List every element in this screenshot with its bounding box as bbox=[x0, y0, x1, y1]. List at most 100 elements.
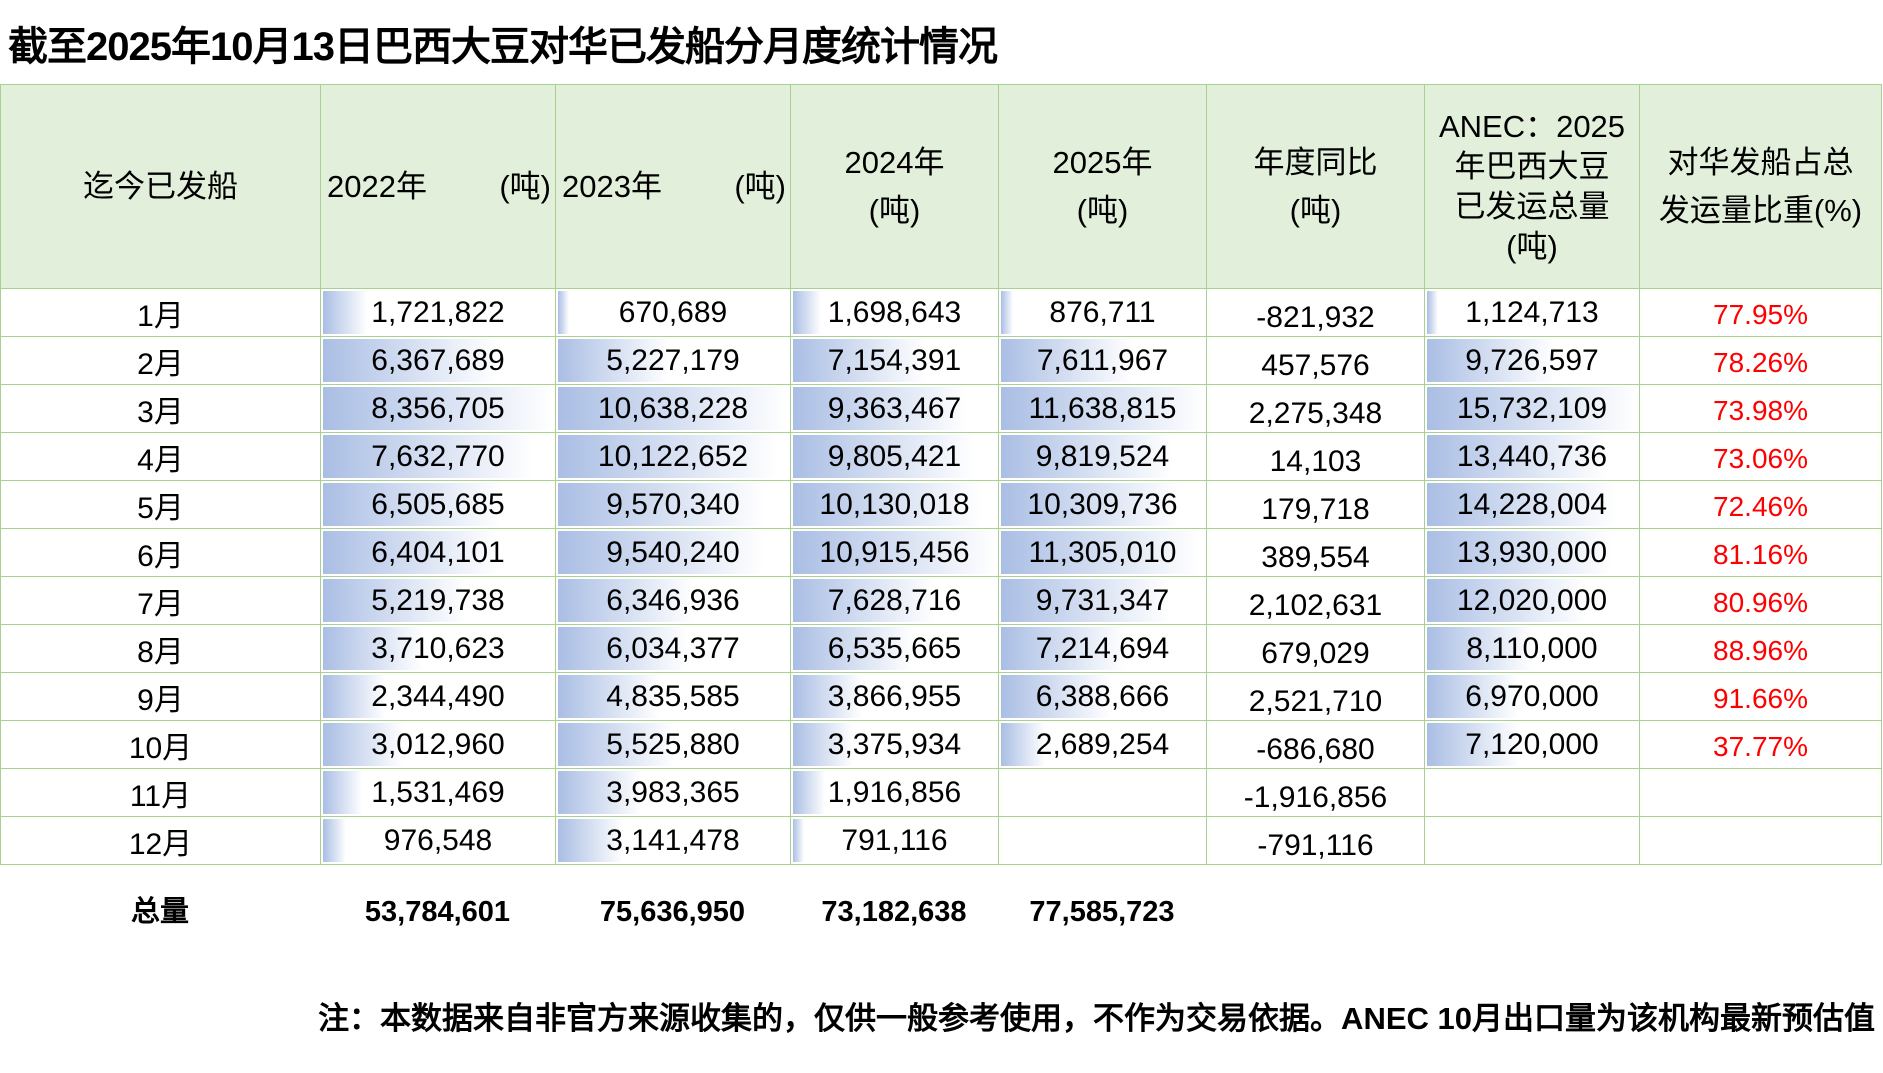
cell-y2023: 6,034,377 bbox=[555, 624, 791, 673]
header-anec-line: (吨) bbox=[1506, 228, 1558, 264]
header-anec-line: 年巴西大豆 bbox=[1454, 148, 1610, 184]
cell-value: 73.06% bbox=[1713, 442, 1808, 474]
cell-value: 5,525,880 bbox=[606, 727, 740, 761]
cell-month: 10月 bbox=[0, 720, 321, 769]
cell-y2023: 670,689 bbox=[555, 288, 791, 337]
data-bar bbox=[558, 723, 676, 766]
cell-value: -1,916,856 bbox=[1243, 780, 1388, 814]
data-bar bbox=[1427, 291, 1439, 334]
cell-value: 7,154,391 bbox=[827, 343, 962, 377]
cell-y2023: 6,346,936 bbox=[555, 576, 791, 625]
cell-month: 1月 bbox=[0, 288, 321, 337]
cell-value: 77.95% bbox=[1713, 298, 1808, 330]
cell-y2023: 5,227,179 bbox=[555, 336, 791, 385]
header-pct-line: 发运量比重(%) bbox=[1658, 192, 1863, 228]
data-bar bbox=[1427, 627, 1534, 670]
cell-value: 10,130,018 bbox=[819, 487, 970, 521]
table-row: 9月 2,344,490 4,835,585 3,866,955 6,388,666 2,… bbox=[0, 672, 1882, 721]
cell-pct: 80.96% bbox=[1639, 576, 1882, 625]
cell-month: 12月 bbox=[0, 816, 321, 865]
cell-value: 13,930,000 bbox=[1456, 535, 1608, 569]
data-bar bbox=[558, 579, 694, 622]
cell-y2022: 8,356,705 bbox=[320, 384, 556, 433]
data-bar bbox=[1427, 675, 1518, 718]
data-bar bbox=[1001, 579, 1171, 622]
cell-y2024: 7,628,716 bbox=[790, 576, 999, 625]
cell-y2025: 11,305,010 bbox=[998, 528, 1207, 577]
cell-value: 6,346,936 bbox=[606, 583, 740, 617]
data-bar bbox=[793, 771, 826, 814]
header-pct: 对华发船占总 发运量比重(%) bbox=[1639, 84, 1882, 289]
data-bar bbox=[1427, 531, 1613, 574]
cell-value: 6,388,666 bbox=[1035, 679, 1170, 713]
cell-yoy: -791,116 bbox=[1206, 816, 1425, 865]
header-2024-unit: (吨) bbox=[868, 192, 921, 228]
cell-value: 11,638,815 bbox=[1028, 391, 1177, 425]
header-row: 迄今已发船 2022年 (吨) 2023年 (吨) 2024年 (吨) 2025年 (吨… bbox=[0, 84, 1882, 289]
data-bar bbox=[323, 435, 533, 478]
data-bar bbox=[323, 819, 347, 862]
cell-month: 2月 bbox=[0, 336, 321, 385]
cell-value: 1,721,822 bbox=[371, 295, 505, 329]
cell-y2022: 3,710,623 bbox=[320, 624, 556, 673]
total-2023: 75,636,950 bbox=[599, 896, 746, 928]
table-row: 1月 1,721,822 670,689 1,698,643 876,711 -821,9… bbox=[0, 288, 1882, 337]
data-bar bbox=[1001, 483, 1181, 526]
data-bar bbox=[1427, 579, 1587, 622]
cell-value: 9,540,240 bbox=[606, 535, 740, 569]
cell-y2022: 2,344,490 bbox=[320, 672, 556, 721]
cell-y2025: 11,638,815 bbox=[998, 384, 1207, 433]
cell-value: 876,711 bbox=[1049, 295, 1156, 329]
cell-value: 5,227,179 bbox=[606, 343, 740, 377]
header-anec: ANEC：2025 年巴西大豆 已发运总量 (吨) bbox=[1424, 84, 1640, 289]
cell-y2023: 5,525,880 bbox=[555, 720, 791, 769]
cell-value: 11月 bbox=[129, 779, 192, 813]
cell-value: 91.66% bbox=[1713, 682, 1808, 714]
cell-value: 10,122,652 bbox=[597, 439, 749, 473]
cell-value: 73.98% bbox=[1713, 394, 1808, 426]
cell-pct: 73.06% bbox=[1639, 432, 1882, 481]
cell-value: 7,611,967 bbox=[1036, 343, 1169, 377]
cell-yoy: 2,275,348 bbox=[1206, 384, 1425, 433]
cell-y2023: 10,122,652 bbox=[555, 432, 791, 481]
header-2023: 2023年 (吨) bbox=[555, 84, 791, 289]
cell-pct: 73.98% bbox=[1639, 384, 1882, 433]
total-2024: 73,182,638 bbox=[821, 896, 967, 928]
cell-value: 11,305,010 bbox=[1028, 535, 1177, 569]
cell-y2024: 7,154,391 bbox=[790, 336, 999, 385]
data-bar bbox=[323, 675, 385, 718]
data-bar bbox=[323, 771, 362, 814]
data-bar bbox=[1427, 723, 1520, 766]
cell-pct: 78.26% bbox=[1639, 336, 1882, 385]
total-2022: 53,784,601 bbox=[364, 896, 511, 928]
header-month: 迄今已发船 bbox=[0, 84, 321, 289]
cell-anec: 6,970,000 bbox=[1424, 672, 1640, 721]
cell-month: 3月 bbox=[0, 384, 321, 433]
data-bar bbox=[793, 339, 925, 382]
data-bar bbox=[1001, 435, 1172, 478]
data-bar bbox=[793, 387, 967, 430]
cell-y2025: 876,711 bbox=[998, 288, 1207, 337]
cell-y2022: 6,505,685 bbox=[320, 480, 556, 529]
cell-value: 10,638,228 bbox=[597, 391, 749, 425]
cell-value: 14,228,004 bbox=[1456, 487, 1608, 521]
data-bar bbox=[1001, 387, 1204, 430]
cell-y2023: 10,638,228 bbox=[555, 384, 791, 433]
cell-value: 7,120,000 bbox=[1465, 727, 1599, 761]
table-row: 10月 3,012,960 5,525,880 3,375,934 2,689,254 -… bbox=[0, 720, 1882, 769]
header-2022-year: 2022年 bbox=[327, 168, 427, 204]
data-bar bbox=[793, 627, 913, 670]
data-bar bbox=[1427, 387, 1637, 430]
cell-anec: 8,110,000 bbox=[1424, 624, 1640, 673]
cell-value: 5,219,738 bbox=[371, 583, 505, 617]
cell-y2025: 9,731,347 bbox=[998, 576, 1207, 625]
data-bar bbox=[1001, 675, 1111, 718]
cell-y2022: 6,367,689 bbox=[320, 336, 556, 385]
cell-value: 4月 bbox=[137, 443, 184, 477]
cell-value: 2,344,490 bbox=[371, 679, 505, 713]
cell-month: 6月 bbox=[0, 528, 321, 577]
data-bar bbox=[1001, 291, 1013, 334]
cell-value: 791,116 bbox=[841, 823, 948, 857]
cell-value: 8,356,705 bbox=[371, 391, 505, 425]
cell-y2023: 9,540,240 bbox=[555, 528, 791, 577]
